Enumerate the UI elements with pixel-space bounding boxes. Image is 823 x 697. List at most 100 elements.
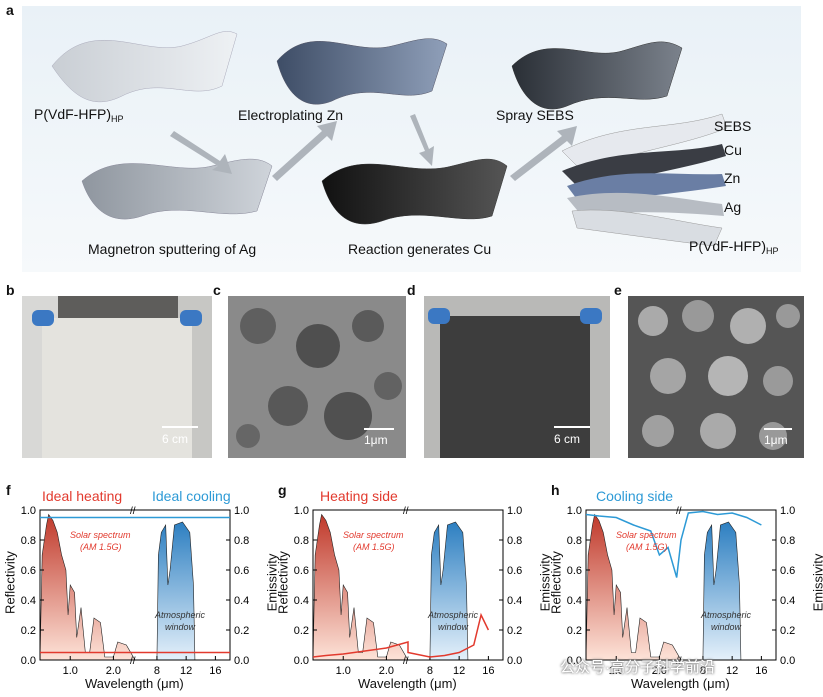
atm-label: Atmospheric bbox=[428, 610, 479, 620]
solar-label: Solar spectrum bbox=[70, 530, 131, 540]
ytick-label-left: 0.2 bbox=[567, 625, 582, 637]
ytick-label-right: 0.4 bbox=[507, 595, 522, 607]
panel-letter-b: b bbox=[6, 282, 15, 298]
ytick-label-left: 1.0 bbox=[21, 505, 36, 517]
scale-bar-d bbox=[554, 426, 590, 428]
process-arrow-2 bbox=[272, 121, 337, 181]
xtick-label: 2.0 bbox=[379, 665, 394, 677]
atm-label: Atmospheric bbox=[701, 610, 752, 620]
ytick-label-left: 0.8 bbox=[294, 535, 309, 547]
ytick-label-left: 1.0 bbox=[567, 505, 582, 517]
ylabel-right: Emissivity bbox=[810, 553, 823, 612]
axis-break-bottom: // bbox=[676, 656, 682, 667]
ytick-label-left: 0.4 bbox=[567, 595, 582, 607]
plot-frame bbox=[312, 509, 504, 661]
solar-label: Solar spectrum bbox=[616, 530, 677, 540]
scale-bar-c bbox=[364, 428, 394, 430]
ytick-label-right: 0.2 bbox=[234, 625, 249, 637]
ytick-label-left: 0.0 bbox=[21, 655, 36, 667]
plot-frame bbox=[39, 509, 231, 661]
xtick-label: 8 bbox=[154, 665, 160, 677]
legend-ideal-cooling: Ideal cooling bbox=[152, 488, 231, 504]
axis-break-top: // bbox=[676, 506, 682, 517]
series-line bbox=[585, 510, 762, 578]
solar-spectrum-area bbox=[585, 513, 682, 661]
sem-image-porous: 1μm bbox=[228, 296, 406, 458]
ytick-label-right: 1.0 bbox=[507, 505, 522, 517]
xlabel: Wavelength (μm) bbox=[631, 676, 730, 691]
ylabel-left: Reflectivity bbox=[548, 551, 564, 614]
scale-text-e: 1μm bbox=[764, 433, 788, 447]
xtick-label: 2.0 bbox=[652, 665, 667, 677]
atmospheric-window-area bbox=[702, 521, 742, 661]
scale-text-b: 6 cm bbox=[162, 432, 189, 446]
ylabel-left: Reflectivity bbox=[275, 551, 291, 614]
ytick-label-right: 1.0 bbox=[780, 505, 795, 517]
ytick-label-right: 0.4 bbox=[234, 595, 249, 607]
ytick-label-left: 0.0 bbox=[294, 655, 309, 667]
step-pvdf-label: P(VdF-HFP)HP bbox=[34, 106, 124, 124]
panel-letter-f: f bbox=[6, 482, 11, 498]
ytick-label-right: 0.0 bbox=[507, 655, 522, 667]
ytick-label-left: 0.8 bbox=[567, 535, 582, 547]
ytick-label-right: 0.0 bbox=[780, 655, 795, 667]
scale-text-d: 6 cm bbox=[554, 432, 581, 446]
process-arrow-1 bbox=[170, 131, 232, 174]
process-arrow-3 bbox=[410, 114, 434, 166]
xtick-label: 12 bbox=[180, 665, 192, 677]
sem-image-cu: 1μm bbox=[628, 296, 804, 458]
ytick-label-left: 0.6 bbox=[21, 565, 36, 577]
ylabel-left: Reflectivity bbox=[2, 551, 18, 614]
chart-g: // // 0.0 0.0 0.2 0.2 0.4 0.4 0.6 0.6 0.8 0.8 1.0 1.0… bbox=[294, 505, 523, 677]
ytick-label-right: 0.2 bbox=[780, 625, 795, 637]
chart-h: // // 0.0 0.0 0.2 0.2 0.4 0.4 0.6 0.6 0.8 0.8 1.0 1.0… bbox=[567, 505, 796, 677]
solar-label-sub: (AM 1.5G) bbox=[353, 542, 395, 552]
atm-label-sub: window bbox=[438, 622, 469, 632]
schematic-svg bbox=[51, 31, 728, 247]
ytick-label-left: 0.6 bbox=[294, 565, 309, 577]
solar-label: Solar spectrum bbox=[343, 530, 404, 540]
photo-white-film: 6 cm bbox=[22, 296, 212, 458]
ytick-label-left: 0.4 bbox=[21, 595, 36, 607]
ytick-label-right: 0.8 bbox=[507, 535, 522, 547]
atm-label: Atmospheric bbox=[155, 610, 206, 620]
ytick-label-right: 0.0 bbox=[234, 655, 249, 667]
axis-break-bottom: // bbox=[403, 656, 409, 667]
process-arrow-4 bbox=[510, 126, 577, 181]
xtick-label: 12 bbox=[726, 665, 738, 677]
ytick-label-left: 0.2 bbox=[21, 625, 36, 637]
panel-letter-e: e bbox=[614, 282, 622, 298]
solar-label-sub: (AM 1.5G) bbox=[80, 542, 122, 552]
axis-break-top: // bbox=[403, 506, 409, 517]
scale-bar-e bbox=[764, 428, 792, 430]
layer-cu-label: Cu bbox=[724, 142, 742, 158]
xtick-label: 2.0 bbox=[106, 665, 121, 677]
panel-letter-c: c bbox=[213, 282, 221, 298]
ytick-label-right: 0.6 bbox=[780, 565, 795, 577]
axis-break-top: // bbox=[130, 506, 136, 517]
legend-cooling-side: Cooling side bbox=[596, 488, 674, 504]
step-cu-label: Reaction generates Cu bbox=[348, 241, 492, 257]
xtick-label: 1.0 bbox=[609, 665, 624, 677]
film-ag bbox=[81, 158, 273, 220]
atm-label-sub: window bbox=[165, 622, 196, 632]
ytick-label-right: 0.6 bbox=[234, 565, 249, 577]
ytick-label-right: 0.6 bbox=[507, 565, 522, 577]
layer-sebs-label: SEBS bbox=[714, 118, 752, 134]
ytick-label-right: 0.4 bbox=[780, 595, 795, 607]
photo-dark-film: 6 cm bbox=[424, 296, 610, 458]
ytick-label-right: 1.0 bbox=[234, 505, 249, 517]
xtick-label: 1.0 bbox=[336, 665, 351, 677]
xtick-label: 12 bbox=[453, 665, 465, 677]
scale-text-c: 1μm bbox=[364, 433, 388, 447]
step-sebs-label: Spray SEBS bbox=[496, 107, 574, 123]
step-zn-label: Electroplating Zn bbox=[238, 107, 344, 123]
plot-frame bbox=[585, 509, 777, 661]
step-ag-label: Magnetron sputtering of Ag bbox=[88, 241, 257, 257]
panel-letter-d: d bbox=[407, 282, 416, 298]
ytick-label-right: 0.8 bbox=[234, 535, 249, 547]
xtick-label: 16 bbox=[482, 665, 494, 677]
ytick-label-left: 0.4 bbox=[294, 595, 309, 607]
xlabel: Wavelength (μm) bbox=[85, 676, 184, 691]
panel-letter-g: g bbox=[278, 482, 287, 498]
